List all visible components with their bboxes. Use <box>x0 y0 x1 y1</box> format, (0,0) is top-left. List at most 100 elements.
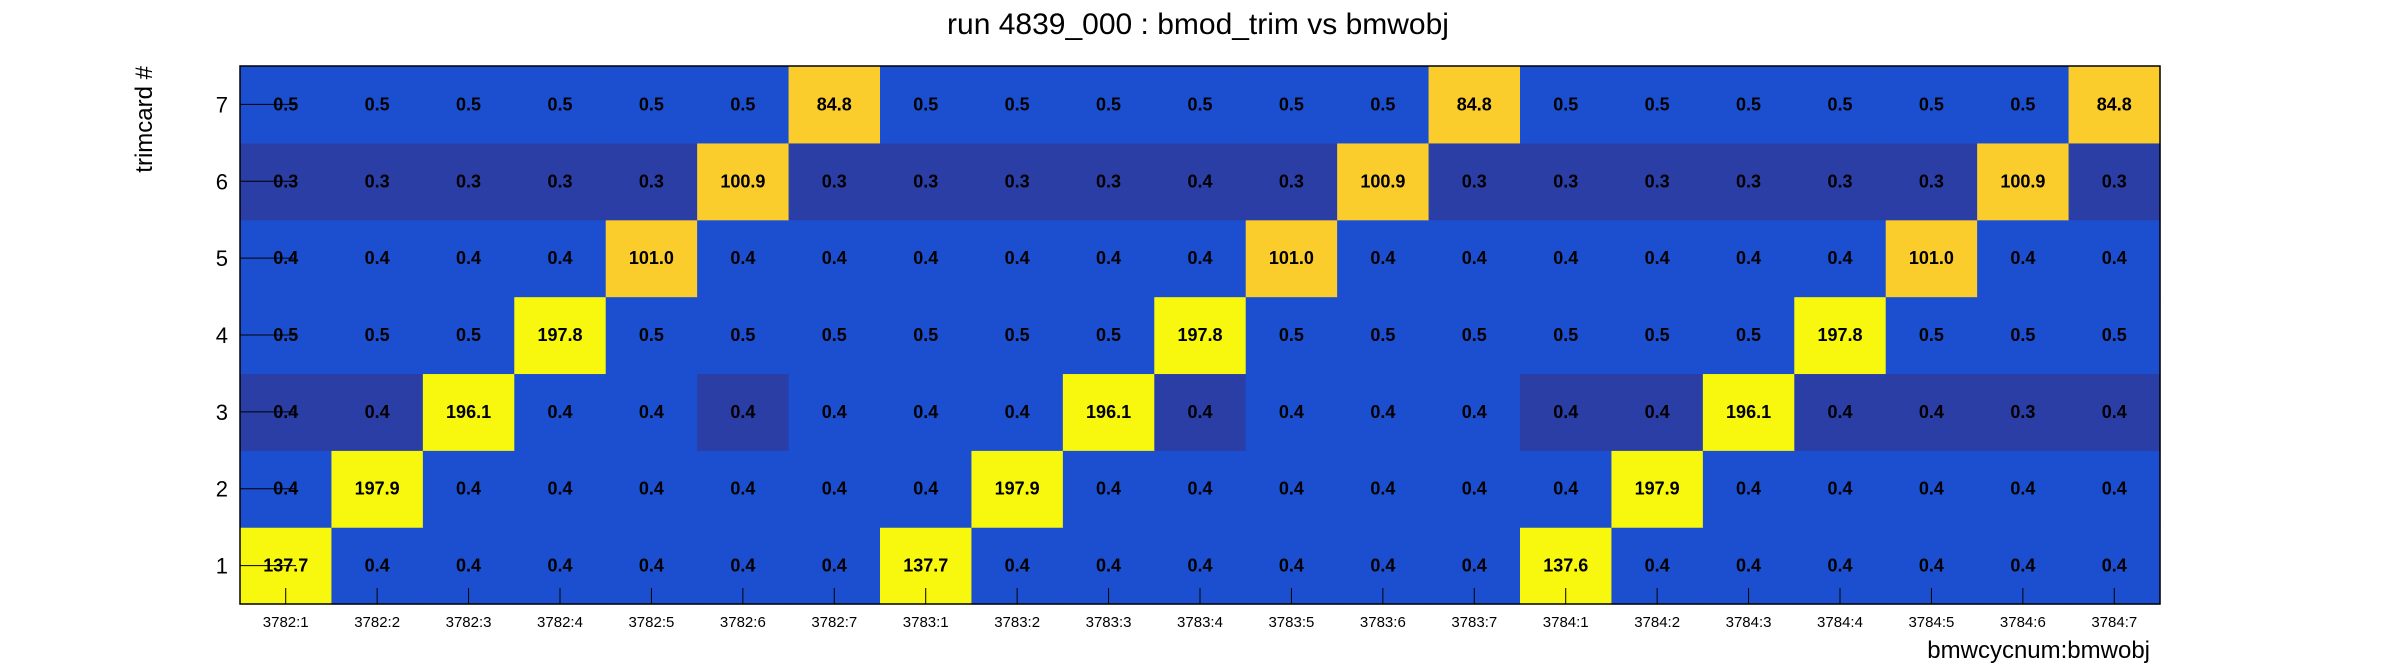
heatmap-cell <box>1062 296 1155 375</box>
heatmap-cell <box>2068 66 2161 144</box>
x-tick-label: 3782:7 <box>811 614 857 631</box>
cell-value-label: 100.9 <box>1360 171 1405 191</box>
cell-value-label: 0.4 <box>1553 479 1578 499</box>
cell-value-label: 0.5 <box>1462 325 1487 345</box>
cell-value-label: 0.4 <box>822 248 847 268</box>
heatmap-cell <box>1794 373 1887 451</box>
heatmap-cell <box>1062 66 1155 144</box>
cell-value-label: 0.5 <box>730 94 755 114</box>
heatmap-cell <box>1428 219 1521 298</box>
heatmap-cell <box>1794 219 1887 298</box>
x-tick-label: 3783:4 <box>1177 614 1223 631</box>
cell-value-label: 0.4 <box>1187 402 1212 422</box>
heatmap-cell <box>788 142 881 221</box>
heatmap-cell <box>1885 450 1978 528</box>
heatmap-cell <box>697 373 790 451</box>
heatmap-cell <box>1885 296 1978 375</box>
heatmap-cell <box>1885 66 1978 144</box>
heatmap-cell <box>422 66 515 144</box>
heatmap-cell <box>971 66 1064 144</box>
heatmap-cell <box>1428 142 1521 221</box>
heatmap-cell <box>331 450 424 528</box>
heatmap-cell <box>1062 450 1155 528</box>
x-tick-label: 3782:6 <box>720 614 766 631</box>
cell-value-label: 0.4 <box>913 479 938 499</box>
heatmap-cell <box>1154 219 1247 298</box>
heatmap-cell <box>2068 296 2161 375</box>
heatmap-cell <box>1702 142 1795 221</box>
cell-value-label: 0.4 <box>1005 248 1030 268</box>
heatmap-cell <box>605 66 698 144</box>
cell-value-label: 196.1 <box>1726 402 1771 422</box>
heatmap-cell <box>788 450 881 528</box>
cell-value-label: 0.4 <box>547 402 572 422</box>
cell-value-label: 0.3 <box>2102 171 2127 191</box>
heatmap-cell <box>880 142 973 221</box>
x-tick-label: 3784:2 <box>1634 614 1680 631</box>
cell-value-label: 0.4 <box>1736 248 1761 268</box>
cell-value-label: 0.5 <box>2102 325 2127 345</box>
cell-value-label: 0.4 <box>1645 402 1670 422</box>
cell-value-label: 0.4 <box>1187 479 1212 499</box>
heatmap-cell <box>1794 142 1887 221</box>
heatmap-cell <box>1062 373 1155 451</box>
heatmap-cell <box>1520 66 1613 144</box>
cell-value-label: 0.4 <box>365 248 390 268</box>
cell-value-label: 0.4 <box>913 402 938 422</box>
cell-value-label: 0.4 <box>1553 402 1578 422</box>
cell-value-label: 0.4 <box>547 556 572 576</box>
y-tick-label: 5 <box>216 246 228 271</box>
x-tick-labels: 3782:1 3782:2 3782:3 3782:4 3782:5 3782:6 3782… <box>263 614 2137 631</box>
cell-value-label: 0.4 <box>1187 556 1212 576</box>
cell-value-label: 0.5 <box>639 94 664 114</box>
heatmap-cell <box>422 296 515 375</box>
x-tick-label: 3782:2 <box>354 614 400 631</box>
y-tick-label: 2 <box>216 477 228 502</box>
heatmap-cell <box>1337 296 1430 375</box>
cell-value-label: 197.8 <box>1817 325 1862 345</box>
cell-value-label: 0.3 <box>1553 171 1578 191</box>
cell-value-label: 0.4 <box>730 248 755 268</box>
heatmap-cell <box>1702 373 1795 451</box>
cell-value-label: 0.5 <box>1553 325 1578 345</box>
x-tick-label: 3784:3 <box>1726 614 1772 631</box>
cell-value-label: 0.4 <box>1370 402 1395 422</box>
heatmap-cell <box>1154 142 1247 221</box>
heatmap-cell <box>1702 66 1795 144</box>
cell-value-label: 100.9 <box>2000 171 2045 191</box>
heatmap-cell <box>1520 219 1613 298</box>
cell-value-label: 0.4 <box>1005 556 1030 576</box>
cell-value-label: 0.5 <box>1005 94 1030 114</box>
heatmap-cell <box>331 142 424 221</box>
cell-value-label: 0.4 <box>2102 479 2127 499</box>
x-axis-label: bmwcycnum:bmwobj <box>1927 637 2150 664</box>
heatmap-cell <box>514 450 607 528</box>
cell-value-label: 0.3 <box>365 171 390 191</box>
y-tick-label: 3 <box>216 400 228 425</box>
y-tick-labels: 1 2 3 4 5 6 7 <box>216 92 228 578</box>
cell-value-label: 0.5 <box>1370 325 1395 345</box>
heatmap-cell <box>422 373 515 451</box>
heatmap-cell <box>1794 66 1887 144</box>
x-tick-label: 3783:1 <box>903 614 949 631</box>
heatmap-cell <box>971 450 1064 528</box>
heatmap-cell <box>331 66 424 144</box>
cell-value-label: 0.3 <box>913 171 938 191</box>
heatmap-cell <box>1245 219 1338 298</box>
heatmap-cell <box>1977 66 2070 144</box>
cell-value-label: 84.8 <box>817 94 852 114</box>
cell-value-label: 0.4 <box>1827 248 1852 268</box>
cell-value-label: 0.4 <box>1370 479 1395 499</box>
heatmap-cell <box>1977 296 2070 375</box>
cell-value-label: 0.5 <box>1736 325 1761 345</box>
heatmap-cell <box>697 450 790 528</box>
heatmap-cell <box>1245 66 1338 144</box>
cell-value-label: 0.4 <box>1187 248 1212 268</box>
heatmap-cell <box>514 219 607 298</box>
heatmap-cell <box>1428 450 1521 528</box>
heatmap-cell <box>605 450 698 528</box>
heatmap-cell <box>514 142 607 221</box>
cell-value-label: 0.3 <box>1736 171 1761 191</box>
ticks-layer <box>240 103 2115 604</box>
